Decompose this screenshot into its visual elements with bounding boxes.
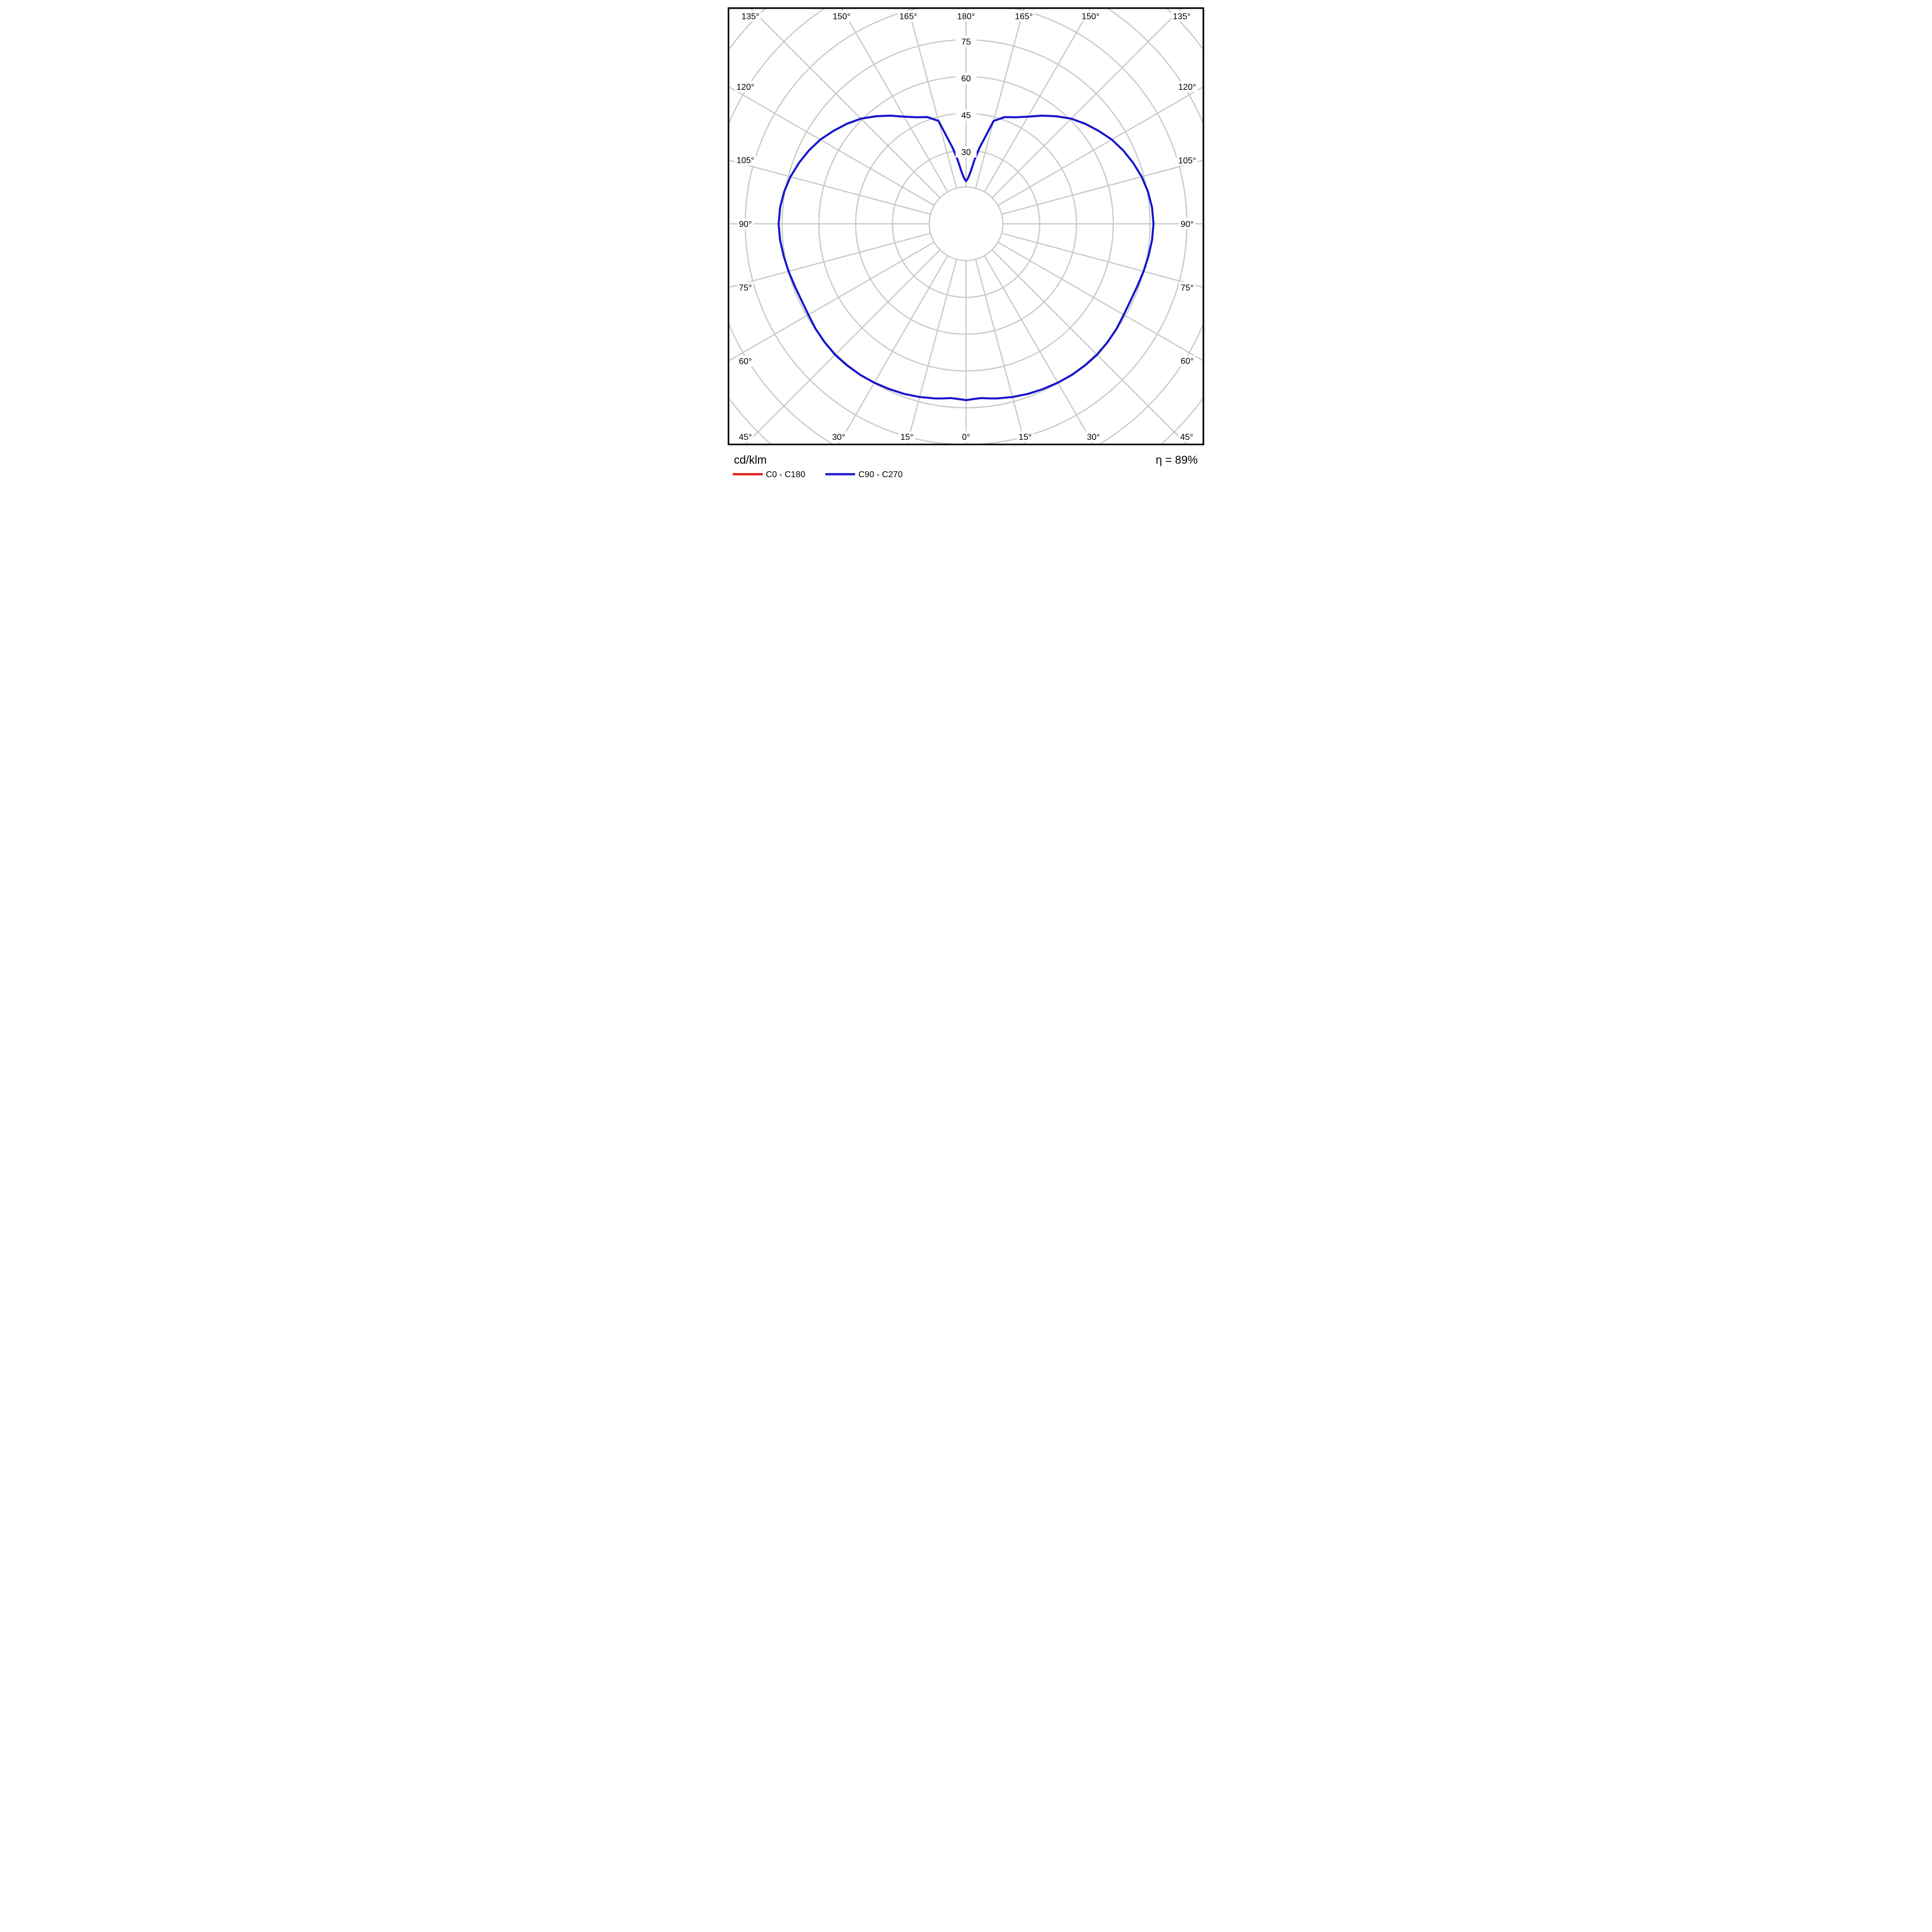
label-background: [1179, 282, 1196, 293]
label-background: [735, 81, 756, 93]
photometric-diagram-page: 30 45 60 75 0° 15° 15° 30° 30° 45° 45° 60° 60° 75° 75°…: [724, 0, 1208, 483]
radial-tick-label: 45: [961, 111, 971, 121]
polar-grid-spoke: [841, 8, 948, 193]
angle-label: 105°: [1178, 156, 1196, 166]
label-background: [1171, 10, 1192, 22]
label-background: [737, 282, 754, 293]
label-background: [955, 146, 977, 158]
polar-grid-spoke: [984, 255, 1094, 445]
polar-grid-spoke: [838, 255, 948, 445]
angle-label: 45°: [1180, 433, 1193, 442]
axis-labels: 30 45 60 75 0° 15° 15° 30° 30° 45° 45° 60° 60° 75° 75°…: [735, 10, 1198, 443]
c90-c270-curve: [777, 114, 1155, 401]
angle-label: 105°: [736, 156, 754, 166]
angle-label: 135°: [1173, 12, 1191, 21]
polar-grid-spoke: [984, 8, 1092, 193]
plot-border: [728, 7, 1204, 445]
angle-label: 120°: [736, 83, 754, 92]
label-background: [1178, 431, 1195, 443]
polar-grid-spoke: [991, 249, 1188, 445]
angle-label: 180°: [957, 12, 975, 21]
label-background: [1080, 10, 1102, 22]
label-background: [1013, 10, 1034, 22]
polar-grid-spoke: [728, 159, 931, 215]
radial-tick-label: 60: [961, 75, 971, 84]
efficiency-value: η = 89%: [1156, 454, 1198, 466]
angle-label: 30°: [1087, 433, 1100, 442]
angle-label: 75°: [1181, 283, 1194, 293]
legend-label-c0-c180: C0 - C180: [766, 470, 806, 479]
polar-grid-spoke: [907, 8, 958, 189]
angle-label: 60°: [739, 357, 752, 366]
label-background: [955, 109, 977, 121]
angle-label: 60°: [1181, 357, 1194, 366]
polar-photometric-chart: 30 45 60 75 0° 15° 15° 30° 30° 45° 45° 60° 60° 75° 75°…: [724, 0, 1208, 483]
label-background: [955, 36, 977, 48]
radial-units-label: cd/klm: [734, 454, 767, 466]
radial-tick-label: 30: [961, 148, 971, 157]
angle-label: 90°: [739, 220, 752, 229]
angle-label: 165°: [1015, 12, 1033, 21]
label-background: [899, 431, 915, 443]
label-background: [960, 431, 972, 443]
label-background: [831, 10, 852, 22]
angle-label: 135°: [741, 12, 759, 21]
label-background: [1176, 81, 1198, 93]
angle-label: 15°: [900, 433, 913, 442]
label-background: [898, 10, 919, 22]
angle-label: 165°: [899, 12, 917, 21]
angle-label: 75°: [739, 283, 752, 293]
label-background: [735, 154, 756, 166]
angle-label: 30°: [832, 433, 845, 442]
angle-label: 0°: [962, 433, 970, 442]
label-background: [740, 10, 761, 22]
label-background: [1017, 431, 1033, 443]
label-background: [1085, 431, 1102, 443]
polar-grid-spoke: [744, 249, 941, 445]
label-background: [955, 72, 977, 84]
label-background: [737, 355, 754, 367]
polar-grid-spoke: [975, 8, 1025, 189]
label-background: [737, 218, 754, 229]
polar-grid-spoke: [728, 85, 935, 206]
polar-grid-spoke: [975, 259, 1026, 445]
polar-grid-spoke: [997, 86, 1204, 206]
polar-grid-spoke: [906, 259, 958, 445]
angle-label: 150°: [833, 12, 850, 21]
polar-grid-spoke: [997, 241, 1204, 362]
intensity-curves: [777, 114, 1155, 401]
angle-label: 120°: [1178, 83, 1196, 92]
polar-grid-spoke: [728, 233, 931, 288]
label-background: [737, 431, 754, 443]
label-background: [1176, 155, 1198, 166]
radial-tick-label: 75: [961, 38, 971, 47]
angle-label: 90°: [1181, 220, 1194, 229]
polar-grid-spoke: [1001, 233, 1204, 288]
legend-label-c90-c270: C90 - C270: [859, 470, 903, 479]
angle-label: 45°: [739, 433, 752, 442]
angle-label: 150°: [1082, 12, 1099, 21]
label-background: [955, 10, 977, 22]
angle-label: 15°: [1019, 433, 1032, 442]
label-background: [830, 431, 847, 443]
label-background: [1179, 218, 1196, 229]
polar-grid-spoke: [728, 241, 935, 362]
legend: C0 - C180 C90 - C270: [733, 470, 903, 479]
label-background: [1179, 355, 1196, 366]
polar-grid-spoke: [1001, 159, 1204, 215]
